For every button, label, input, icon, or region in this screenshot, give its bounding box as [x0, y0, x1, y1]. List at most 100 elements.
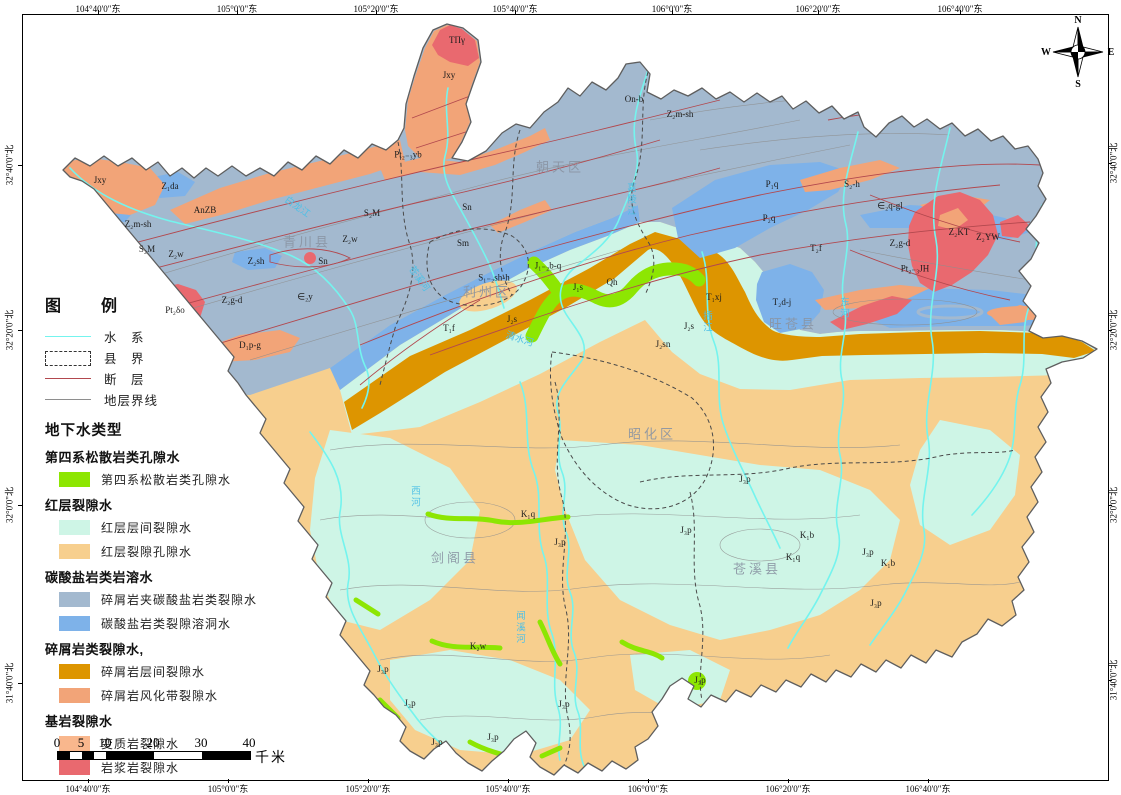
map-label-geocode: Z₁da	[161, 181, 179, 191]
compass-s-label: S	[1075, 79, 1081, 88]
scale-bar-number: 0	[53, 735, 61, 750]
map-label-geocode: Z₂w	[342, 234, 358, 244]
map-label-geocode: J₃p	[680, 525, 692, 535]
map-label-county: 苍溪县	[732, 561, 782, 577]
map-label-geocode: T₁xj	[706, 292, 722, 302]
map-label-geocode: Z₂sh	[247, 256, 265, 266]
legend-swatch-label: 碎屑岩风化带裂隙水	[101, 689, 219, 703]
map-label-geocode: Sm	[456, 238, 470, 248]
legend-color-swatch	[59, 688, 90, 703]
graticule-lon-label: 106°0'0"东	[627, 784, 669, 794]
graticule-tick	[928, 779, 929, 783]
legend-line-item: 地层界线	[45, 389, 285, 410]
map-label-county: 旺苍县	[768, 316, 818, 332]
region-outline	[62, 23, 1098, 776]
mint-jiange	[310, 430, 480, 630]
map-label-county: 朝天区	[535, 159, 585, 175]
scale-bar-segment	[202, 752, 250, 759]
map-label-geocode: K₁q	[520, 509, 536, 519]
graticule-tick	[98, 10, 99, 14]
graticule-tick	[1108, 330, 1112, 331]
legend-swatch-item: 变质岩裂隙水	[59, 735, 285, 752]
map-label-geocode: J₃p	[862, 547, 874, 557]
graticule-tick	[18, 165, 22, 166]
graticule-tick	[228, 779, 229, 783]
legend-swatch-label: 碎屑岩夹碳酸盐岩类裂隙水	[101, 593, 258, 607]
graticule-lon-label: 106°40'0"东	[905, 784, 951, 794]
graticule-lon-label: 104°40'0"东	[75, 4, 121, 14]
graticule-lat-label: 32°20'0"北	[4, 309, 15, 351]
graticule-tick	[18, 330, 22, 331]
map-label-geocode: Z₂w	[168, 249, 184, 259]
scale-bar-unit: 千米	[255, 749, 287, 765]
map-label-geocode: J₃p	[694, 675, 706, 685]
zone-blue-ribbon	[330, 205, 640, 390]
compass-n-label: N	[1074, 15, 1082, 26]
map-label-geocode: J₃p	[487, 732, 499, 742]
legend-swatch-item: 碎屑岩夹碳酸盐岩类裂隙水	[59, 591, 285, 608]
map-label-river: 闻溪河	[514, 610, 525, 646]
legend-swatch-label: 岩浆岩裂隙水	[101, 761, 180, 775]
legend-color-swatch	[59, 472, 90, 487]
legend: 图 例 水 系县 界断 层地层界线 地下水类型 第四系松散岩类孔隙水 第四系松散岩…	[45, 292, 285, 783]
graticule-tick	[1108, 163, 1112, 164]
scale-bar-segment	[106, 752, 154, 759]
compass-star	[1052, 26, 1104, 78]
map-label-river: 西河	[409, 485, 420, 509]
graticule-lon-label: 104°40'0"东	[65, 784, 111, 794]
scale-bar-bar	[57, 751, 251, 760]
graticule-tick	[88, 779, 89, 783]
graticule-tick	[508, 779, 509, 783]
map-label-geocode: On-b	[624, 94, 644, 104]
map-label-geocode: J₃p	[377, 664, 389, 674]
legend-groups: 第四系松散岩类孔隙水 第四系松散岩类孔隙水 红层裂隙水 红层层间裂隙水 红层裂隙孔隙水碳…	[45, 447, 285, 776]
graticule-tick	[788, 779, 789, 783]
legend-swatch-item: 碎屑岩风化带裂隙水	[59, 687, 285, 704]
stratum-line-icon	[45, 398, 91, 400]
fault-line-icon	[45, 377, 91, 379]
stratum-contours	[79, 94, 1031, 721]
compass-w-label: W	[1041, 47, 1051, 58]
map-label-geocode: S₁₋₂sh-h	[478, 272, 510, 283]
graticule-tick	[960, 10, 961, 14]
legend-swatch-item: 红层裂隙孔隙水	[59, 543, 285, 560]
compass-e-label: E	[1108, 47, 1115, 58]
legend-line-item-label: 水 系	[104, 331, 145, 345]
legend-title: 图 例	[45, 298, 130, 315]
legend-swatch-label: 碎屑岩层间裂隙水	[101, 665, 206, 679]
graticule-lat-label: 31°40'0"北	[4, 662, 15, 704]
graticule-tick	[237, 10, 238, 14]
map-label-geocode: J₁s	[572, 282, 584, 292]
legend-line-item: 县 界	[45, 347, 285, 368]
legend-line-item-label: 地层界线	[104, 394, 159, 408]
graticule-tick	[515, 10, 516, 14]
graticule-lat-label: 32°40'0"北	[4, 144, 15, 186]
map-label-geocode: Z₂m-sh	[124, 219, 152, 229]
scale-bar-segment	[94, 752, 106, 759]
graticule-tick	[1108, 505, 1112, 506]
legend-boundary-symbol	[45, 350, 91, 366]
graticule-lon-label: 106°20'0"东	[765, 784, 811, 794]
legend-swatch-item: 碳酸盐岩类裂隙溶洞水	[59, 615, 285, 632]
map-label-geocode: Z₂g-d	[221, 295, 243, 305]
legend-line-items: 水 系县 界断 层地层界线	[45, 326, 285, 410]
legend-swatch-label: 红层裂隙孔隙水	[101, 545, 193, 559]
legend-line-item-label: 县 界	[104, 352, 145, 366]
map-label-river: 嘉陵江	[625, 182, 636, 218]
legend-group-header: 基岩裂隙水	[45, 714, 113, 729]
map-neatline	[22, 14, 1109, 781]
map-label-geocode: Z₂m-sh	[666, 109, 694, 119]
map-label-geocode: S₂M	[363, 208, 381, 218]
legend-color-swatch	[59, 592, 90, 607]
graticule-lon-label: 105°20'0"东	[353, 4, 399, 14]
map-label-geocode: T₂d-j	[772, 297, 792, 307]
graticule-lon-label: 105°40'0"东	[492, 4, 538, 14]
graticule-lat-label: 32°0'0"北	[4, 487, 15, 523]
map-label-geocode: K₂w	[469, 641, 487, 651]
graticule-tick	[18, 683, 22, 684]
map-label-geocode: Qh	[606, 277, 618, 287]
legend-color-swatch	[59, 544, 90, 559]
salmon-anzb-belt	[170, 140, 405, 224]
map-label-geocode: ∈₂y	[297, 291, 313, 302]
